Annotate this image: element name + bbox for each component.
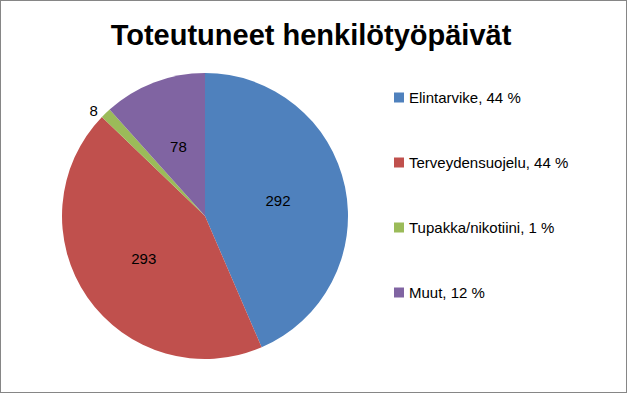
svg-text:78: 78 — [170, 138, 187, 155]
svg-text:Elintarvike, 44 %: Elintarvike, 44 % — [409, 89, 521, 106]
svg-text:8: 8 — [90, 102, 98, 119]
svg-text:292: 292 — [265, 192, 290, 209]
svg-text:Toteutuneet henkilötyöpäivät: Toteutuneet henkilötyöpäivät — [111, 19, 512, 51]
svg-text:Muut, 12 %: Muut, 12 % — [409, 284, 485, 301]
svg-text:Terveydensuojelu, 44 %: Terveydensuojelu, 44 % — [409, 154, 568, 171]
svg-text:Tupakka/nikotiini, 1 %: Tupakka/nikotiini, 1 % — [409, 219, 554, 236]
svg-text:293: 293 — [131, 250, 156, 267]
